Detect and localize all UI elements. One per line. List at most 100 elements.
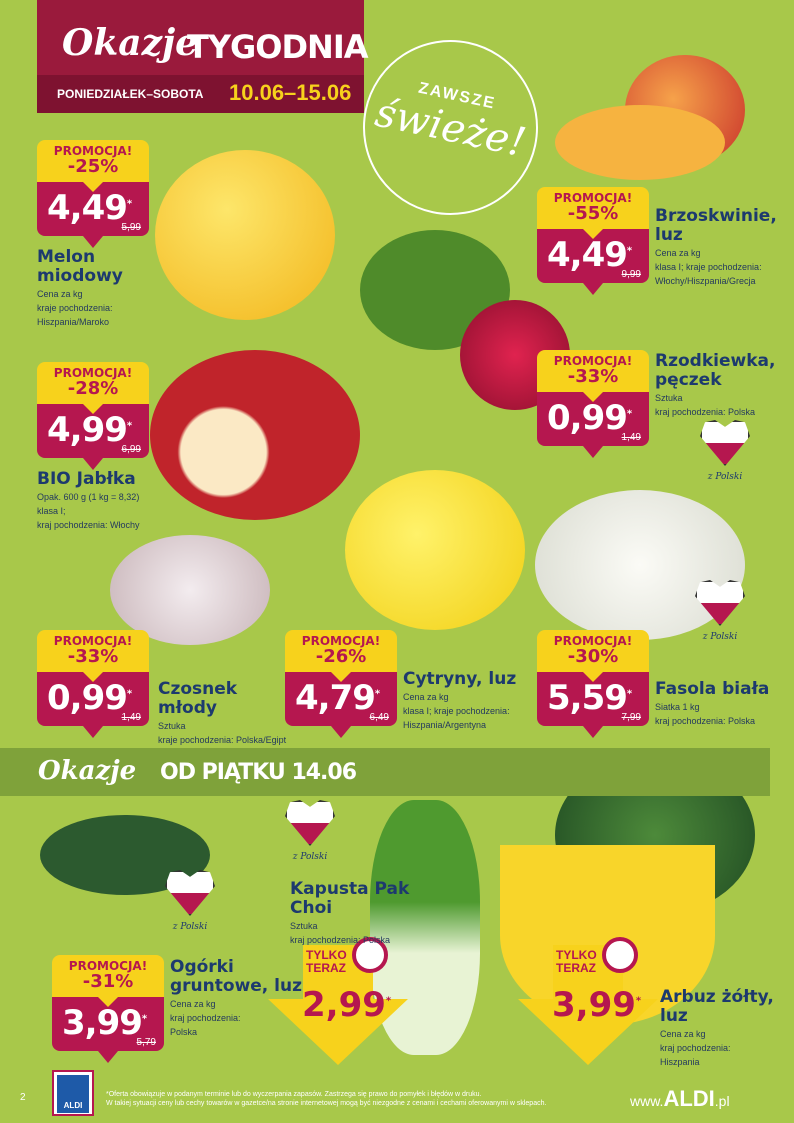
price-value: 4,99	[47, 410, 128, 450]
only-now-line2: TERAZ	[556, 961, 596, 975]
promo-label: PROMOCJA!	[553, 191, 633, 205]
product-info: Rzodkiewka, pęczek Sztuka kraj pochodzenia…	[655, 352, 794, 418]
promo-label: PROMOCJA!	[53, 634, 133, 648]
price-asterisk: *	[626, 408, 632, 420]
price-tag[interactable]: PROMOCJA! -33% 0,99* 1,49	[37, 630, 149, 738]
apples-image	[150, 350, 360, 520]
price-value: 3,99	[552, 985, 636, 1025]
product-info: Czosnek młody Sztuka kraje pochodzenia: Po…	[158, 680, 298, 746]
website-link[interactable]: www.ALDI.pl	[630, 1086, 730, 1112]
discount-label: -33%	[67, 646, 119, 667]
heart-icon	[285, 800, 335, 846]
price-asterisk: *	[374, 688, 380, 700]
product-detail: Cena za kg	[403, 692, 449, 702]
price-value: 3,99	[62, 1003, 143, 1043]
clock-icon	[602, 937, 638, 973]
price-tag[interactable]: PROMOCJA! -25% 4,49* 5,99	[37, 140, 149, 248]
z-polski-label: z Polski	[707, 472, 743, 482]
product-detail: kraj pochodzenia: Polska	[290, 935, 391, 945]
product-detail: Włochy/Hiszpania/Grecja	[655, 276, 756, 286]
price-tag[interactable]: PROMOCJA! -33% 0,99* 1,49	[537, 350, 649, 458]
price: 3,99*	[62, 1003, 147, 1043]
product-detail: klasa I; kraje pochodzenia:	[655, 262, 762, 272]
product-detail: kraj pochodzenia:	[660, 1043, 731, 1053]
product-info: Fasola biała Siatka 1 kg kraj pochodzenia:…	[655, 680, 794, 727]
old-price: 6,99	[121, 444, 141, 455]
price-asterisk: *	[385, 995, 392, 1007]
product-info: Cytryny, luz Cena za kg klasa I; kraje poc…	[403, 670, 543, 731]
aldi-logo[interactable]: ALDI	[52, 1070, 94, 1116]
discount-label: -26%	[315, 646, 367, 667]
product-info: Melon miodowy Cena za kg kraje pochodzenia…	[37, 248, 177, 328]
promo-box: PROMOCJA! -33%	[37, 630, 149, 672]
price-asterisk: *	[126, 198, 132, 210]
product-detail: Cena za kg	[655, 248, 701, 258]
old-price: 1,49	[621, 432, 641, 443]
promo-box: PROMOCJA! -31%	[52, 955, 164, 997]
brand-text: ALDI	[663, 1086, 715, 1111]
price-asterisk: *	[626, 245, 632, 257]
price-value: 2,99	[302, 985, 386, 1025]
product-info: Brzoskwinie, luz Cena za kg klasa I; kraje…	[655, 207, 794, 287]
promo-label: PROMOCJA!	[53, 366, 133, 380]
z-polski-label: z Polski	[292, 852, 328, 862]
price-asterisk: *	[126, 420, 132, 432]
product-name: Arbuz żółty, luz	[660, 987, 774, 1026]
price-tag[interactable]: PROMOCJA! -31% 3,99* 5,79	[52, 955, 164, 1063]
melon-image	[155, 150, 335, 320]
promo-label: PROMOCJA!	[553, 634, 633, 648]
heart-icon	[700, 420, 750, 466]
price-box: 4,49* 9,99	[537, 229, 649, 295]
price-value: 4,79	[295, 678, 376, 718]
only-now-tag[interactable]: TYLKO TERAZ 2,99*	[268, 937, 408, 1065]
lemons-image	[345, 470, 525, 630]
disclaimer-line2: W takiej sytuacji ceny lub cechy towarów…	[106, 1100, 547, 1107]
product-name: BIO Jabłka	[37, 469, 136, 489]
product-detail: kraj pochodzenia: Polska	[655, 407, 756, 417]
price: 0,99*	[47, 678, 132, 718]
product-info: Arbuz żółty, luz Cena za kg kraj pochodzen…	[660, 988, 794, 1068]
product-info: Kapusta Pak Choi Sztuka kraj pochodzenia: …	[290, 880, 430, 946]
promo-box: PROMOCJA! -55%	[537, 187, 649, 229]
price-value: 4,49	[547, 235, 628, 275]
price-tag[interactable]: PROMOCJA! -55% 4,49* 9,99	[537, 187, 649, 295]
only-now-tag[interactable]: TYLKO TERAZ 3,99*	[518, 937, 658, 1065]
product-name: Brzoskwinie, luz	[655, 206, 777, 245]
price-value: 5,59	[547, 678, 628, 718]
clock-icon	[352, 937, 388, 973]
price: 4,99*	[47, 410, 132, 450]
price-box: 0,99* 1,49	[37, 672, 149, 738]
price-asterisk: *	[141, 1013, 147, 1025]
old-price: 7,99	[621, 712, 641, 723]
product-detail: Sztuka	[655, 393, 683, 403]
days-label: PONIEDZIAŁEK–SOBOTA	[57, 87, 204, 101]
price-tag[interactable]: PROMOCJA! -30% 5,59* 7,99	[537, 630, 649, 738]
disclaimer: *Oferta obowiązuje w podanym terminie lu…	[106, 1090, 626, 1108]
price-box: 5,59* 7,99	[537, 672, 649, 738]
price-asterisk: *	[126, 688, 132, 700]
section-friday-banner: Okazje OD PIĄTKU 14.06	[0, 748, 770, 796]
product-detail: klasa I;	[37, 506, 66, 516]
promo-label: PROMOCJA!	[68, 959, 148, 973]
product-detail: Siatka 1 kg	[655, 702, 700, 712]
footer: 2 ALDI *Oferta obowiązuje w podanym term…	[0, 1070, 794, 1123]
price-box: 3,99* 5,79	[52, 997, 164, 1063]
product-detail: Cena za kg	[660, 1029, 706, 1039]
z-polski-label: z Polski	[172, 922, 208, 932]
page-number: 2	[20, 1092, 26, 1103]
product-detail: Polska	[170, 1027, 198, 1037]
product-detail: kraj pochodzenia: Włochy	[37, 520, 140, 530]
section-title-bold: OD PIĄTKU 14.06	[160, 760, 357, 785]
logo-text: ALDI	[57, 1075, 89, 1113]
promo-label: PROMOCJA!	[53, 144, 133, 158]
old-price: 5,79	[136, 1037, 156, 1048]
z-polski-badge: z Polski	[280, 800, 340, 870]
product-name: Ogórki gruntowe, luz	[170, 957, 302, 996]
heart-icon	[695, 580, 745, 626]
price-tag[interactable]: PROMOCJA! -26% 4,79* 6,49	[285, 630, 397, 738]
price-asterisk: *	[635, 995, 642, 1007]
beans-image	[535, 490, 745, 640]
product-detail: klasa I; kraje pochodzenia:	[403, 706, 510, 716]
price-tag[interactable]: PROMOCJA! -28% 4,99* 6,99	[37, 362, 149, 470]
product-detail: Sztuka	[158, 721, 186, 731]
